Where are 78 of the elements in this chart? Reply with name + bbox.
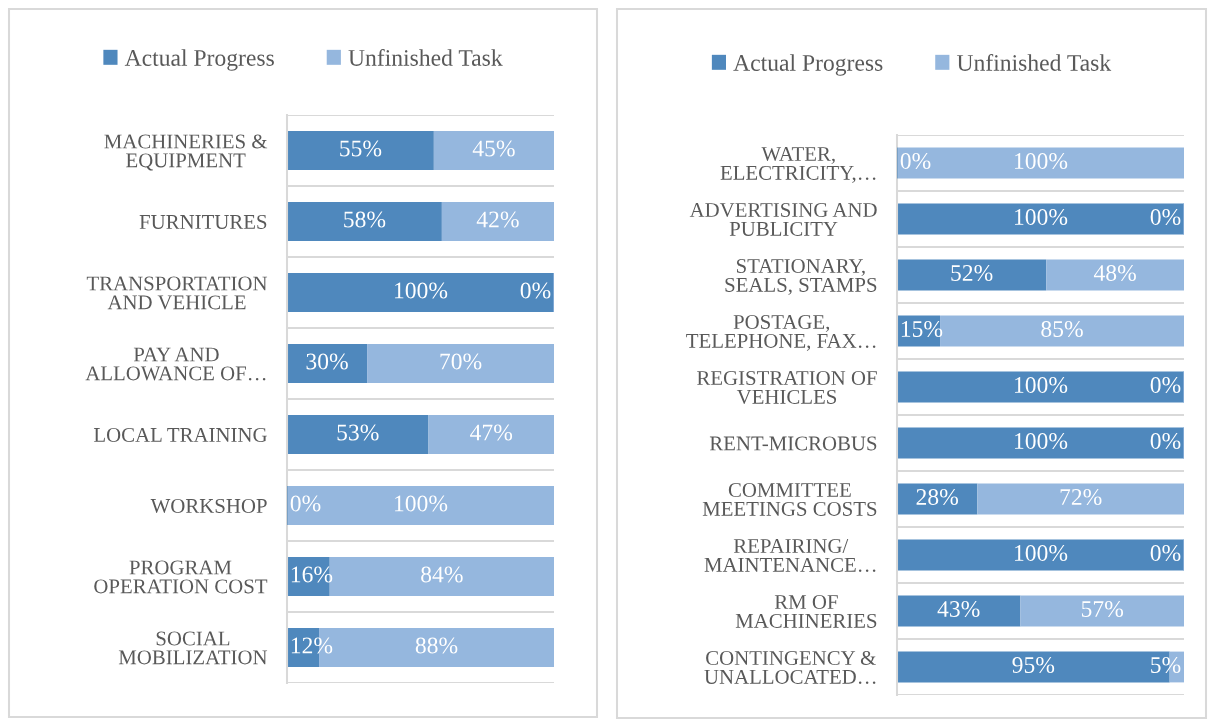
- data-label: 55%: [340, 140, 382, 157]
- data-label: 95%: [1012, 656, 1055, 673]
- y-tick-label: FURNITURES: [139, 214, 267, 229]
- data-label: 53%: [337, 424, 379, 441]
- y-tick-label: SOCIAL MOBILIZATION: [118, 631, 268, 665]
- bar: [1020, 595, 1184, 627]
- data-label: 48%: [1093, 264, 1136, 281]
- y-tick-label: CONTINGENCY & UNALLOCATED…: [704, 650, 876, 684]
- data-label: 100%: [1015, 152, 1068, 169]
- legend-label: Unfinished Task: [956, 54, 1112, 71]
- bar: [897, 259, 1047, 291]
- data-label: 100%: [1015, 544, 1068, 561]
- bar: [287, 272, 554, 313]
- legend-label: Actual Progress: [733, 54, 883, 76]
- y-tick-label: COMMITTEE MEETINGS COSTS: [702, 482, 877, 516]
- data-label: 100%: [1015, 432, 1068, 449]
- data-label: 30%: [306, 353, 348, 370]
- legend-label: Actual Progress: [124, 49, 274, 71]
- y-tick-label: RENT-MICROBUS: [709, 436, 877, 451]
- y-tick-label: STATIONARY, SEALS, STAMPS: [725, 258, 877, 295]
- bar: [287, 201, 442, 242]
- data-label: 12%: [291, 637, 333, 654]
- data-label: 0%: [1150, 376, 1181, 393]
- data-label: 100%: [395, 282, 448, 299]
- data-label: 43%: [937, 600, 980, 617]
- data-label: 70%: [440, 353, 482, 370]
- data-label: 100%: [395, 495, 448, 512]
- y-tick-label: WORKSHOP: [150, 498, 267, 514]
- bar: [897, 427, 1184, 459]
- data-label: 100%: [1015, 376, 1068, 393]
- bar: [287, 130, 434, 171]
- data-label: 88%: [415, 637, 458, 654]
- data-label: 0%: [1150, 544, 1181, 561]
- bar: [287, 485, 554, 526]
- bar: [897, 203, 1184, 235]
- data-label: 84%: [421, 566, 463, 583]
- bar: [977, 483, 1184, 515]
- bar: [433, 130, 554, 171]
- data-label: 15%: [901, 320, 943, 337]
- data-label: 100%: [1015, 208, 1068, 225]
- bar: [897, 147, 1184, 179]
- data-label: 0%: [900, 152, 931, 169]
- y-tick-label: TRANSPORTATION AND VEHICLE: [86, 276, 268, 310]
- bar: [1046, 259, 1184, 291]
- data-label: 16%: [291, 566, 333, 583]
- y-tick-label: MACHINERIES & EQUIPMENT: [104, 134, 268, 171]
- y-tick-label: PAY AND ALLOWANCE OF…: [85, 347, 266, 381]
- data-label: 0%: [520, 282, 551, 299]
- data-label: 72%: [1060, 488, 1102, 505]
- data-label: 45%: [472, 140, 515, 157]
- data-label: 85%: [1041, 320, 1083, 337]
- data-label: 5%: [1151, 656, 1181, 673]
- y-tick-label: REPAIRING/ MAINTENANCE…: [704, 538, 876, 572]
- legend-label: Unfinished Task: [348, 49, 503, 66]
- y-tick-label: WATER, ELECTRICITY,…: [720, 147, 876, 183]
- y-tick-label: RM OF MACHINERIES: [735, 594, 877, 628]
- y-tick-label: REGISTRATION OF VEHICLES: [697, 370, 877, 404]
- data-label: 28%: [916, 488, 959, 505]
- data-label: 47%: [470, 424, 513, 441]
- data-label: 0%: [290, 495, 321, 512]
- y-tick-label: PROGRAM OPERATION COST: [94, 560, 268, 594]
- y-tick-label: POSTAGE, TELEPHONE, FAX…: [686, 314, 876, 351]
- data-label: 58%: [344, 211, 386, 228]
- bar: [428, 414, 554, 455]
- data-label: 0%: [1150, 208, 1181, 225]
- bar: [287, 343, 368, 384]
- data-label: 52%: [951, 264, 993, 281]
- data-label: 57%: [1081, 600, 1124, 617]
- bar: [897, 595, 1021, 627]
- bar: [897, 539, 1184, 571]
- data-label: 42%: [476, 211, 519, 228]
- data-label: 0%: [1150, 432, 1181, 449]
- y-tick-label: ADVERTISING AND PUBLICITY: [689, 202, 877, 236]
- y-tick-label: LOCAL TRAINING: [93, 427, 267, 442]
- bar: [287, 414, 429, 455]
- bar: [441, 201, 554, 242]
- bar: [367, 343, 554, 384]
- bar: [897, 371, 1184, 403]
